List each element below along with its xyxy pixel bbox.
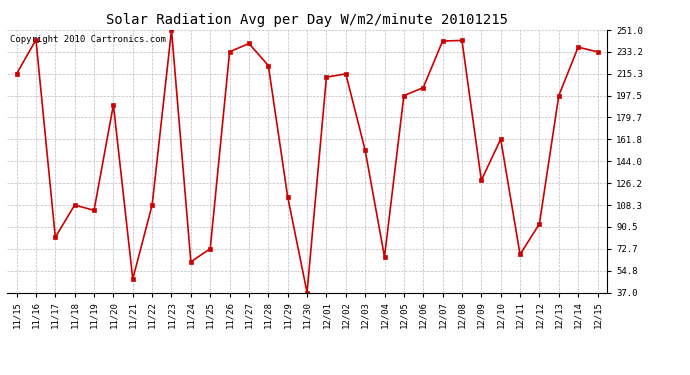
Title: Solar Radiation Avg per Day W/m2/minute 20101215: Solar Radiation Avg per Day W/m2/minute …: [106, 13, 508, 27]
Text: Copyright 2010 Cartronics.com: Copyright 2010 Cartronics.com: [10, 35, 166, 44]
